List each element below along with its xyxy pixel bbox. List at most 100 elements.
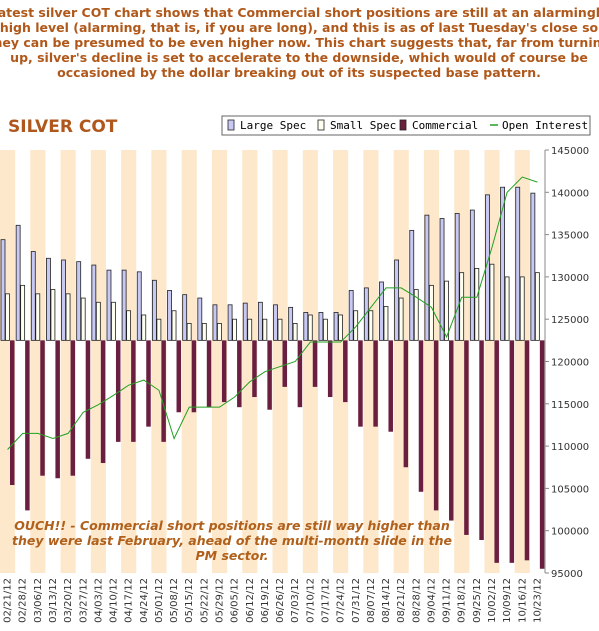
bar bbox=[363, 287, 369, 341]
bar bbox=[277, 318, 283, 341]
y-tick-label: 130000 bbox=[551, 273, 589, 284]
bar bbox=[413, 289, 419, 341]
bar bbox=[292, 323, 298, 341]
y-tick-label: 125000 bbox=[551, 315, 589, 326]
annotation: PM sector. bbox=[196, 548, 269, 563]
stripe bbox=[90, 150, 106, 573]
x-tick-label: 05/29/12 bbox=[215, 578, 226, 623]
bar bbox=[10, 340, 15, 486]
bar bbox=[171, 310, 177, 341]
x-tick-label: 02/28/12 bbox=[18, 578, 29, 623]
bar bbox=[191, 340, 197, 413]
intro-line: Latest silver COT chart shows that Comme… bbox=[0, 5, 599, 20]
intro-text: Latest silver COT chart shows that Comme… bbox=[0, 5, 599, 80]
y-tick-label: 110000 bbox=[551, 442, 589, 453]
plot bbox=[0, 176, 545, 569]
stripe bbox=[242, 150, 258, 573]
bar bbox=[418, 340, 424, 492]
x-tick-label: 03/27/12 bbox=[78, 578, 89, 623]
bar bbox=[95, 301, 101, 341]
x-tick-label: 09/25/12 bbox=[472, 578, 483, 623]
x-tick-label: 04/24/12 bbox=[139, 578, 150, 623]
bar bbox=[65, 293, 71, 341]
y-tick-label: 100000 bbox=[551, 527, 589, 538]
bar bbox=[227, 304, 233, 341]
bar bbox=[80, 297, 86, 341]
bar bbox=[534, 272, 540, 341]
x-tick-label: 06/12/12 bbox=[245, 578, 256, 623]
bar bbox=[398, 297, 404, 341]
x-tick-label: 09/04/12 bbox=[426, 578, 437, 623]
bar bbox=[318, 312, 324, 341]
bar bbox=[242, 302, 248, 341]
bar bbox=[221, 340, 227, 403]
bar bbox=[343, 340, 348, 403]
x-tick-label: 02/21/12 bbox=[3, 578, 14, 623]
bar bbox=[176, 340, 182, 413]
bar bbox=[444, 280, 449, 341]
bar bbox=[151, 279, 157, 341]
bar bbox=[131, 340, 136, 442]
bar bbox=[348, 290, 354, 341]
bar bbox=[524, 340, 530, 561]
x-tick-label: 10/23/12 bbox=[532, 578, 543, 623]
bar bbox=[252, 340, 257, 398]
bar bbox=[504, 276, 510, 341]
x-tick-label: 08/28/12 bbox=[411, 578, 422, 623]
legend-swatch bbox=[227, 119, 235, 131]
bar bbox=[161, 340, 166, 442]
bar bbox=[25, 340, 30, 511]
bar bbox=[197, 297, 203, 341]
bar bbox=[50, 289, 56, 341]
x-tick-label: 07/10/12 bbox=[305, 578, 316, 623]
bar bbox=[106, 269, 112, 341]
bar bbox=[257, 301, 263, 341]
legend-swatch bbox=[317, 119, 325, 131]
bar bbox=[519, 276, 525, 341]
intro-line: occasioned by the dollar breaking out of… bbox=[57, 65, 541, 80]
bar bbox=[20, 284, 26, 341]
bar bbox=[201, 323, 207, 341]
bar bbox=[282, 340, 287, 387]
bar bbox=[439, 218, 445, 341]
x-tick-label: 06/05/12 bbox=[230, 578, 241, 623]
bar bbox=[121, 269, 127, 341]
bar bbox=[237, 340, 242, 408]
y-tick-label: 135000 bbox=[551, 231, 589, 242]
bar bbox=[91, 264, 97, 341]
bar bbox=[333, 312, 339, 341]
bar bbox=[35, 293, 41, 341]
bar bbox=[126, 310, 132, 341]
x-tick-label: 07/24/12 bbox=[336, 578, 347, 623]
legend-label: Open Interest bbox=[502, 119, 588, 132]
bar bbox=[358, 340, 363, 427]
intro-line: up, silver's decline is set to accelerat… bbox=[10, 50, 588, 65]
legend-label: Large Spec bbox=[240, 119, 306, 132]
bar bbox=[515, 186, 521, 341]
bar bbox=[403, 340, 409, 468]
bar bbox=[307, 314, 313, 341]
chart-title: SILVER COT bbox=[8, 117, 118, 137]
bar bbox=[449, 340, 454, 521]
bar bbox=[327, 340, 333, 398]
x-tick-label: 06/19/12 bbox=[260, 578, 271, 623]
bar bbox=[46, 257, 51, 341]
x-tick-label: 03/06/12 bbox=[33, 578, 44, 623]
bar bbox=[509, 340, 515, 563]
bar bbox=[156, 318, 162, 341]
stripe bbox=[272, 150, 288, 573]
bar bbox=[539, 340, 545, 569]
bar bbox=[232, 318, 237, 341]
bar bbox=[40, 340, 45, 476]
bar bbox=[489, 263, 495, 341]
bar bbox=[186, 323, 192, 341]
y-tick-label: 95000 bbox=[551, 569, 583, 580]
bar bbox=[394, 259, 400, 341]
bar bbox=[353, 310, 359, 341]
bar bbox=[30, 251, 36, 341]
bar bbox=[136, 271, 142, 341]
x-tick-label: 09/11/12 bbox=[442, 578, 453, 623]
bar bbox=[464, 340, 469, 535]
x-tick-label: 10/02/12 bbox=[487, 578, 498, 623]
